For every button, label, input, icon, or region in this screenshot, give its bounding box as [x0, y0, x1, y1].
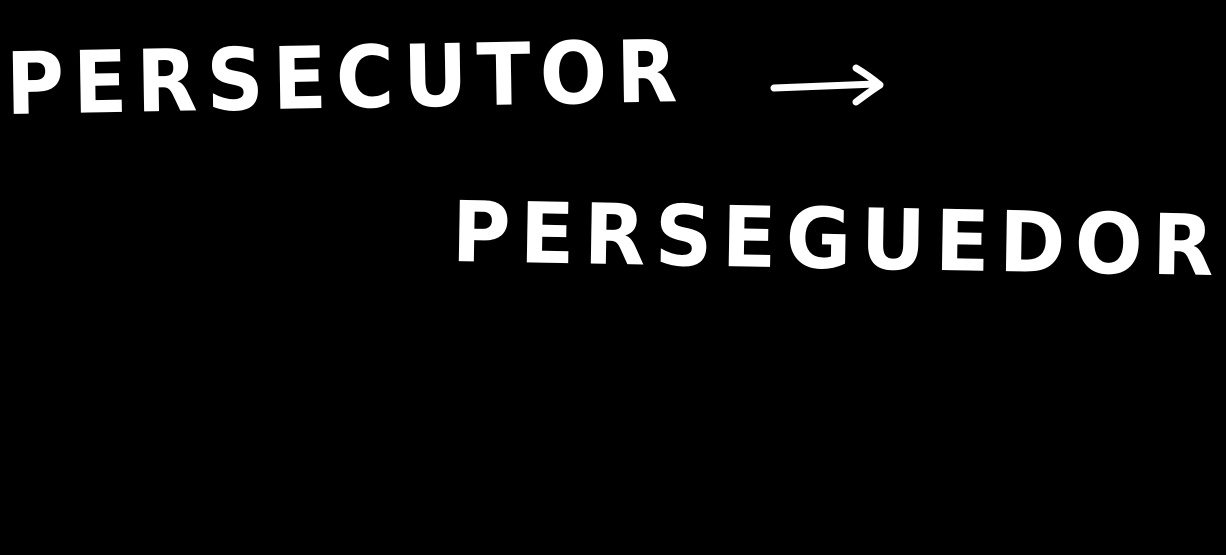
- right-arrow-icon: [770, 64, 884, 106]
- word-persecutor: PERSECUTOR: [5, 22, 688, 135]
- word-perseguedor: PERSEGUEDOR: [451, 183, 1224, 296]
